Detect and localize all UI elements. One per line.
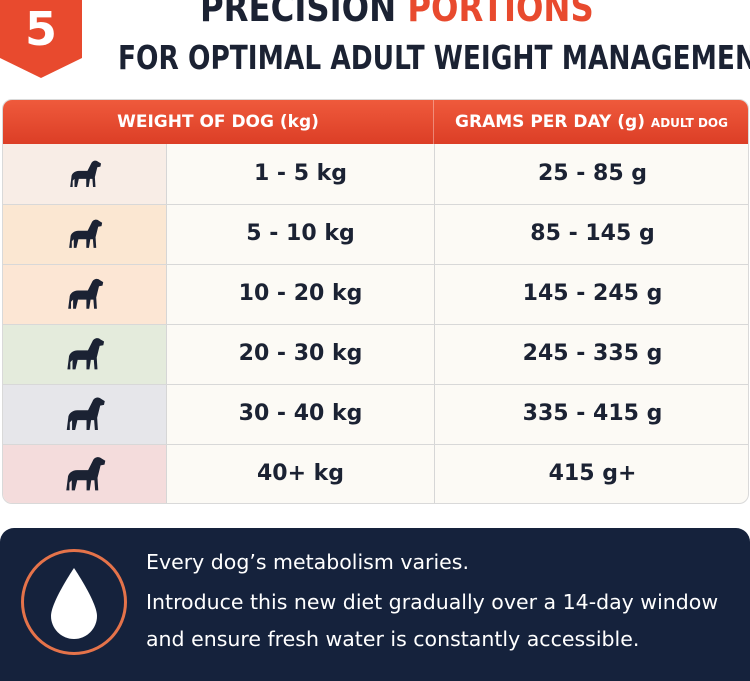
grams-column-header: GRAMS PER DAY (g) ADULT DOG: [433, 100, 748, 144]
grams-cell: 25 - 85 g: [434, 144, 748, 204]
weight-cell: 30 - 40 kg: [166, 384, 434, 444]
grams-cell: 245 - 335 g: [434, 324, 748, 384]
grams-cell: 415 g+: [434, 444, 748, 503]
dog-icon: [66, 338, 104, 370]
weight-cell: 10 - 20 kg: [166, 264, 434, 324]
drop-ring: [21, 549, 127, 655]
dog-icon-cell: [3, 384, 166, 444]
row-divider: [3, 264, 748, 265]
row-divider: [3, 204, 748, 205]
dog-icon-cell: [3, 264, 166, 324]
table-row: 30 - 40 kg 335 - 415 g: [3, 384, 748, 444]
badge-shape: [0, 0, 82, 78]
dog-icon: [67, 278, 103, 309]
note-line-2: Introduce this new diet gradually over a…: [146, 590, 719, 614]
page-title: PRECISION PORTIONS: [200, 0, 594, 30]
weight-column-header: WEIGHT OF DOG (kg): [117, 112, 319, 132]
table-row: 5 - 10 kg 85 - 145 g: [3, 204, 748, 264]
table-row: 20 - 30 kg 245 - 335 g: [3, 324, 748, 384]
badge-number: 5: [24, 2, 57, 56]
weight-cell: 5 - 10 kg: [166, 204, 434, 264]
step-badge: 5: [0, 0, 82, 78]
row-divider: [3, 324, 748, 325]
portion-table: WEIGHT OF DOG (kg) GRAMS PER DAY (g) ADU…: [2, 99, 749, 504]
dog-icon: [66, 397, 105, 430]
table-row: 40+ kg 415 g+: [3, 444, 748, 503]
dog-icon-cell: [3, 444, 166, 503]
note-line-3: and ensure fresh water is constantly acc…: [146, 627, 640, 651]
note-line-1: Every dog’s metabolism varies.: [146, 550, 469, 574]
water-drop-icon: [51, 568, 97, 639]
table-row: 1 - 5 kg 25 - 85 g: [3, 144, 748, 204]
dog-icon-cell: [3, 324, 166, 384]
hydration-note-panel: Every dog’s metabolism varies. Introduce…: [0, 528, 750, 681]
table-header: WEIGHT OF DOG (kg) GRAMS PER DAY (g) ADU…: [3, 100, 748, 144]
title-part-2: PORTIONS: [407, 0, 594, 30]
table-row: 10 - 20 kg 145 - 245 g: [3, 264, 748, 324]
weight-cell: 1 - 5 kg: [166, 144, 434, 204]
grams-header-label: GRAMS PER DAY (g): [455, 112, 645, 132]
grams-cell: 145 - 245 g: [434, 264, 748, 324]
header-divider: [433, 100, 434, 144]
weight-cell: 40+ kg: [166, 444, 434, 503]
row-divider: [3, 384, 748, 385]
title-part-1: PRECISION: [200, 0, 408, 30]
grams-cell: 335 - 415 g: [434, 384, 748, 444]
large-dog-icon: [65, 457, 105, 491]
row-divider: [3, 444, 748, 445]
small-dog-icon: [69, 160, 101, 187]
page-subtitle: FOR OPTIMAL ADULT WEIGHT MANAGEMENT: [118, 38, 750, 77]
weight-cell: 20 - 30 kg: [166, 324, 434, 384]
grams-header-sublabel: ADULT DOG: [650, 116, 728, 130]
grams-cell: 85 - 145 g: [434, 204, 748, 264]
dog-icon-cell: [3, 204, 166, 264]
dog-icon: [68, 219, 102, 248]
dog-icon-cell: [3, 144, 166, 204]
